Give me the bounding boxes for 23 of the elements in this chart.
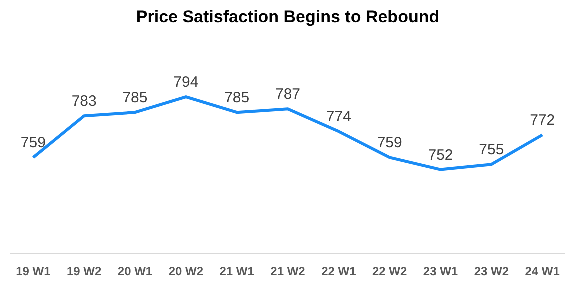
x-tick-label: 20 W1 xyxy=(118,264,153,278)
x-tick-label: 20 W2 xyxy=(168,264,204,278)
chart-title: Price Satisfaction Begins to Rebound xyxy=(136,8,440,26)
x-tick-label: 19 W1 xyxy=(16,264,52,278)
data-label: 785 xyxy=(224,90,250,107)
data-label: 785 xyxy=(122,90,148,107)
data-label: 787 xyxy=(275,86,301,104)
x-tick-label: 22 W1 xyxy=(322,264,357,278)
x-tick-label: 21 W2 xyxy=(270,264,306,278)
x-tick-label: 22 W2 xyxy=(372,264,408,278)
x-tick-label: 19 W2 xyxy=(66,264,102,278)
data-label: 772 xyxy=(530,112,556,130)
data-label: 794 xyxy=(174,74,199,92)
data-label: 783 xyxy=(72,93,97,110)
data-label: 774 xyxy=(326,108,352,126)
data-label: 759 xyxy=(20,134,46,152)
x-tick-label: 23 W1 xyxy=(423,264,458,278)
x-tick-label: 21 W1 xyxy=(220,264,255,278)
x-tick-label: 24 W1 xyxy=(525,264,560,278)
data-label: 752 xyxy=(428,146,454,164)
data-label: 755 xyxy=(479,142,504,159)
data-label: 759 xyxy=(377,134,402,152)
x-tick-label: 23 W2 xyxy=(474,264,510,278)
